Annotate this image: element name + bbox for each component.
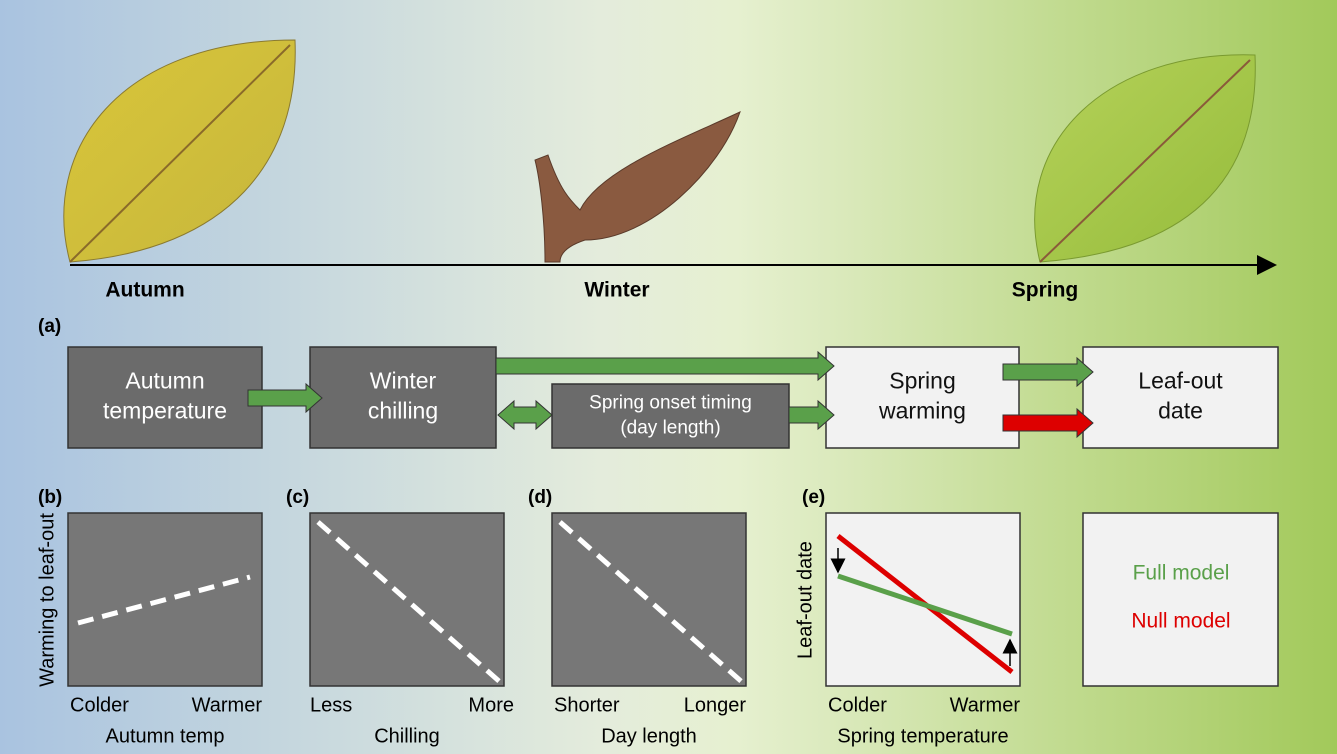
- flow-arrow: [788, 399, 835, 431]
- trend-line: [558, 520, 744, 684]
- legend-box: [1082, 512, 1279, 687]
- y-axis-label: Warming to leaf-out: [36, 513, 58, 687]
- season-label: Winter: [584, 279, 649, 302]
- box: [551, 383, 790, 449]
- leaf-vein: [1039, 59, 1251, 263]
- x-axis-label: Chilling: [374, 725, 440, 747]
- trend-line: [77, 574, 251, 626]
- panel-label: (e): [802, 487, 825, 508]
- x-tick-label: More: [468, 694, 514, 716]
- autumn-leaf: [63, 39, 296, 263]
- flow-arrow: [497, 399, 553, 431]
- box-label: Spring: [889, 368, 955, 394]
- box: [309, 346, 497, 449]
- x-tick-label: Colder: [828, 694, 887, 716]
- x-tick-label: Colder: [70, 694, 129, 716]
- box-label: chilling: [368, 398, 438, 424]
- panel-label: (b): [38, 487, 62, 508]
- panel-label: (c): [286, 487, 309, 508]
- leaf-vein: [69, 44, 291, 263]
- x-tick-label: Less: [310, 694, 352, 716]
- box-label: Autumn: [125, 368, 204, 394]
- x-axis-label: Day length: [601, 725, 697, 747]
- x-axis-label: Spring temperature: [837, 725, 1008, 747]
- legend-item: Null model: [1131, 610, 1230, 633]
- flow-arrow: [1002, 407, 1094, 439]
- box-label: date: [1158, 398, 1203, 424]
- flow-arrow: [1002, 356, 1094, 388]
- season-label: Spring: [1012, 279, 1079, 302]
- panel-label: (a): [38, 316, 61, 337]
- box-label: warming: [878, 398, 966, 424]
- x-tick-label: Longer: [684, 694, 747, 716]
- y-axis-label: Leaf-out date: [794, 541, 816, 659]
- box-label: temperature: [103, 398, 227, 424]
- trend-line: [316, 520, 502, 684]
- full-model-line: [837, 573, 1013, 637]
- box: [825, 346, 1020, 449]
- flow-arrow: [247, 382, 323, 414]
- box-label: Spring onset timing: [589, 393, 752, 414]
- x-axis-label: Autumn temp: [106, 725, 225, 747]
- winter-bud: [534, 111, 741, 263]
- box-label: Leaf-out: [1138, 368, 1223, 394]
- box: [1082, 346, 1279, 449]
- x-tick-label: Shorter: [554, 694, 620, 716]
- panel-label: (d): [528, 487, 552, 508]
- legend-item: Full model: [1133, 562, 1230, 585]
- season-label: Autumn: [105, 279, 184, 302]
- flow-arrow: [495, 350, 835, 382]
- x-tick-label: Warmer: [192, 694, 263, 716]
- x-tick-label: Warmer: [950, 694, 1021, 716]
- box-label: (day length): [620, 417, 720, 438]
- box-label: Winter: [370, 368, 437, 394]
